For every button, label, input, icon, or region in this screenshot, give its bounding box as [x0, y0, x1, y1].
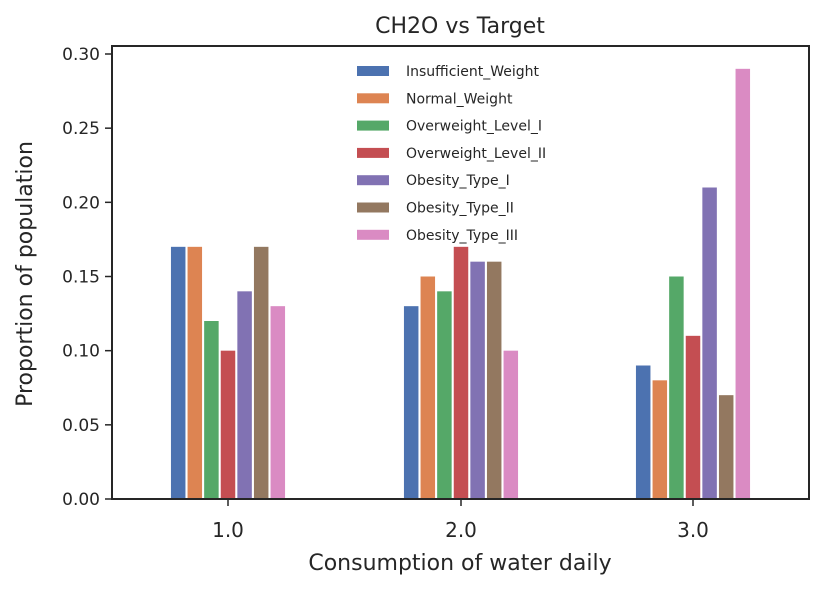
legend-swatch	[357, 66, 389, 76]
x-tick-label: 2.0	[445, 518, 477, 542]
legend: Insufficient_Weight Normal_Weight Overweig…	[357, 64, 546, 244]
legend-swatch	[357, 175, 389, 186]
legend-label: Overweight_Level_I	[406, 119, 542, 135]
chart-title: CH2O vs Target	[375, 14, 545, 39]
legend-swatch	[357, 202, 389, 213]
bar-obesity-type-ii-3.0	[718, 395, 734, 499]
bar-obesity-type-ii-1.0	[253, 246, 269, 499]
legend-swatch	[357, 120, 389, 131]
legend-swatch	[357, 229, 389, 240]
y-tick-label: 0.15	[62, 268, 100, 288]
bar-obesity-type-ii-2.0	[486, 261, 502, 499]
x-tick-label: 3.0	[677, 518, 709, 542]
legend-swatch	[357, 147, 389, 158]
y-tick-label: 0.20	[62, 193, 100, 213]
bar-obesity-type-i-2.0	[470, 261, 485, 499]
y-tick-label: 0.00	[62, 490, 100, 510]
legend-label: Obesity_Type_I	[406, 173, 510, 189]
y-tick-label: 0.25	[62, 119, 100, 139]
bar-normal-weight-1.0	[187, 246, 203, 499]
bar-normal-weight-3.0	[652, 380, 668, 499]
legend-label: Insufficient_Weight	[406, 64, 540, 80]
bar-obesity-type-i-1.0	[237, 291, 252, 499]
bar-normal-weight-2.0	[420, 276, 436, 499]
bar-obesity-type-i-3.0	[702, 187, 717, 499]
bar-obesity-type-iii-1.0	[270, 306, 286, 499]
legend-label: Normal_Weight	[406, 91, 513, 107]
bar-overweight-level-ii-1.0	[220, 350, 236, 499]
bar-overweight-level-i-2.0	[437, 291, 452, 499]
bar-overweight-level-i-3.0	[669, 276, 684, 499]
bar-overweight-level-ii-2.0	[453, 246, 469, 499]
plot-frame	[111, 45, 810, 500]
x-tick-label: 1.0	[212, 518, 244, 542]
bars-group	[170, 68, 751, 499]
bar-insufficient-weight-1.0	[170, 246, 186, 499]
bar-insufficient-weight-3.0	[635, 365, 651, 499]
y-tick-label: 0.10	[62, 342, 100, 362]
y-tick-label: 0.05	[62, 416, 100, 436]
bar-obesity-type-iii-2.0	[503, 350, 519, 499]
legend-label: Obesity_Type_III	[406, 228, 518, 244]
x-axis-label: Consumption of water daily	[308, 551, 611, 576]
legend-swatch	[357, 93, 389, 104]
bar-insufficient-weight-2.0	[403, 306, 419, 499]
x-axis-ticks: 1.0 2.0 3.0	[212, 499, 709, 542]
y-axis-ticks: 0.00 0.05 0.10 0.15 0.20 0.25 0.30	[62, 45, 112, 510]
legend-label: Obesity_Type_II	[406, 201, 514, 217]
y-axis-label: Proportion of population	[13, 141, 38, 407]
bar-overweight-level-ii-3.0	[685, 335, 701, 499]
y-tick-label: 0.30	[62, 45, 100, 65]
bar-overweight-level-i-1.0	[204, 321, 219, 499]
legend-label: Overweight_Level_II	[406, 146, 546, 162]
bar-obesity-type-iii-3.0	[735, 68, 751, 499]
